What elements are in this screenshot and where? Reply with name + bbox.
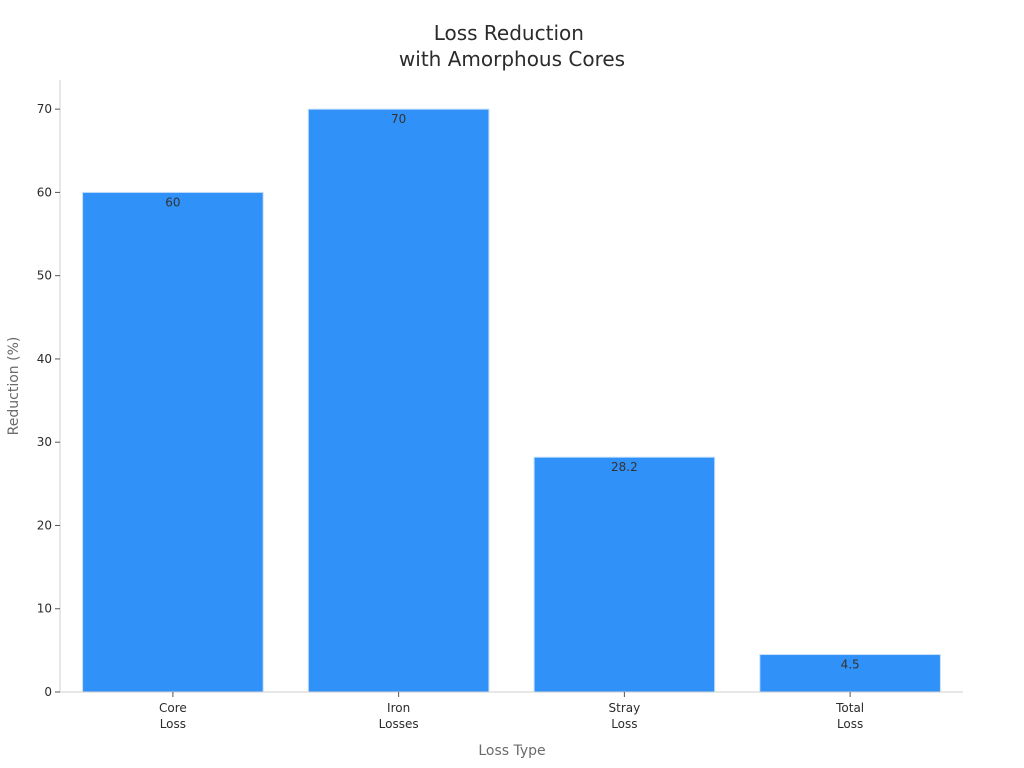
y-axis-title: Reduction (%) — [6, 337, 22, 436]
x-tick-label-3-line-1: Loss — [837, 717, 863, 731]
bar-labels-group: 60 70 28.2 4.5 — [165, 112, 859, 671]
bar-2 — [533, 456, 716, 693]
y-tick-label-5: 50 — [37, 269, 52, 283]
x-tick-label-0-line-1: Loss — [160, 717, 186, 731]
y-tick-label-4: 40 — [37, 352, 52, 366]
bar-value-label-1: 70 — [391, 112, 406, 126]
y-tick-label-6: 60 — [37, 185, 52, 199]
y-tick-label-3: 30 — [37, 435, 52, 449]
y-tick-label-0: 0 — [44, 685, 52, 699]
y-tick-label-1: 10 — [37, 602, 52, 616]
x-tick-label-2-line-1: Loss — [611, 717, 637, 731]
x-tick-label-1-line-1: Losses — [379, 717, 419, 731]
y-axis: 0 10 20 30 40 50 60 70 — [37, 80, 61, 699]
x-tick-label-2: Stray Loss — [609, 701, 641, 731]
chart-title-line-1: Loss Reduction — [434, 21, 584, 45]
x-tick-label-1-line-0: Iron — [387, 701, 410, 715]
bar-value-label-0: 60 — [165, 195, 180, 209]
x-axis: Core Loss Iron Losses Stray Loss Total Loss — [60, 691, 963, 731]
bar-value-label-2: 28.2 — [611, 460, 638, 474]
y-tick-label-7: 70 — [37, 102, 52, 116]
bar-value-label-3: 4.5 — [841, 658, 860, 672]
bar-0 — [82, 191, 264, 693]
x-tick-label-3-line-0: Total — [835, 701, 864, 715]
bar-1 — [307, 108, 490, 693]
chart-title-line-2: with Amorphous Cores — [399, 47, 625, 71]
x-tick-label-0-line-0: Core — [159, 701, 187, 715]
x-axis-title: Loss Type — [478, 743, 545, 759]
x-tick-label-2-line-0: Stray — [609, 701, 641, 715]
y-tick-label-2: 20 — [37, 518, 52, 532]
chart-title: Loss Reduction with Amorphous Cores — [399, 21, 625, 71]
x-tick-label-1: Iron Losses — [379, 701, 419, 731]
bars-group — [82, 108, 941, 693]
bar-3 — [759, 654, 941, 693]
x-tick-label-0: Core Loss — [159, 701, 187, 731]
x-tick-label-3: Total Loss — [835, 701, 864, 731]
